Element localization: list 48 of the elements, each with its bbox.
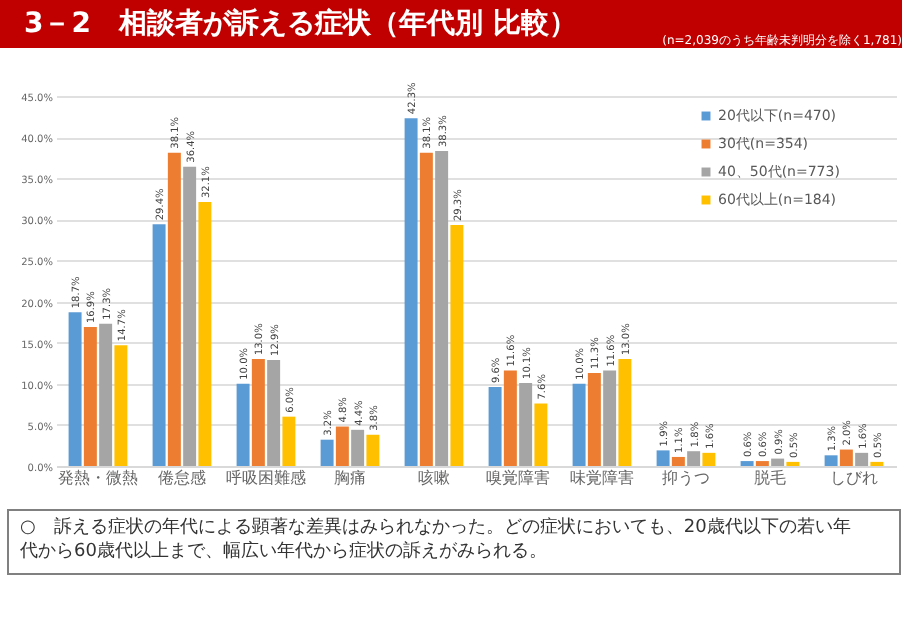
bar	[839, 449, 853, 466]
bar	[236, 383, 250, 466]
x-tick-label: 発熱・微熱	[58, 469, 138, 487]
bar	[198, 202, 212, 466]
bar	[702, 452, 716, 466]
bar	[114, 345, 128, 466]
x-tick-label: しびれ	[830, 469, 878, 487]
bar	[68, 312, 82, 466]
bar	[167, 152, 181, 466]
x-tick-label: 倦怠感	[158, 469, 206, 487]
bar	[534, 403, 548, 466]
x-tick-label: 咳嗽	[418, 469, 450, 487]
bar	[366, 434, 380, 466]
x-tick-label: 嗅覚障害	[486, 469, 550, 487]
bar	[687, 451, 701, 466]
text: ○ 訴える症状の年代による顕著な差異はみられなかった。どの症状においても、20歳代以下の若い年代から60歳代以上まで、幅広い年代から症状の訴えがみられる。	[18, 516, 851, 562]
chart-title: 3－2 相談者が訴える症状（年代別 比較）	[24, 6, 577, 40]
bar	[855, 452, 869, 466]
bar	[419, 152, 433, 466]
x-tick-label: 脱毛	[754, 469, 786, 487]
bar	[503, 370, 517, 466]
x-tick-label: 味覚障害	[570, 469, 634, 487]
bar	[99, 323, 113, 466]
bar	[656, 450, 670, 466]
bar	[435, 151, 449, 466]
bar	[572, 383, 586, 466]
bar	[824, 455, 838, 466]
x-tick-label: 抑うつ	[662, 469, 710, 487]
bar	[335, 426, 349, 466]
bar	[404, 118, 418, 466]
bar	[771, 458, 785, 466]
x-tick-label: 呼吸困難感	[226, 469, 306, 487]
bar	[152, 224, 166, 466]
bar	[267, 359, 281, 466]
bar	[488, 387, 502, 466]
x-tick-label: 胸痛	[334, 469, 366, 487]
bar	[519, 382, 533, 466]
bar	[320, 439, 334, 466]
bar	[183, 166, 197, 466]
bar	[282, 416, 296, 466]
bar	[83, 327, 97, 466]
bar	[351, 429, 365, 466]
bar	[618, 359, 632, 466]
bar	[251, 359, 265, 466]
bar	[603, 370, 617, 466]
bar	[587, 373, 601, 466]
bar	[450, 225, 464, 466]
bar	[671, 456, 685, 466]
